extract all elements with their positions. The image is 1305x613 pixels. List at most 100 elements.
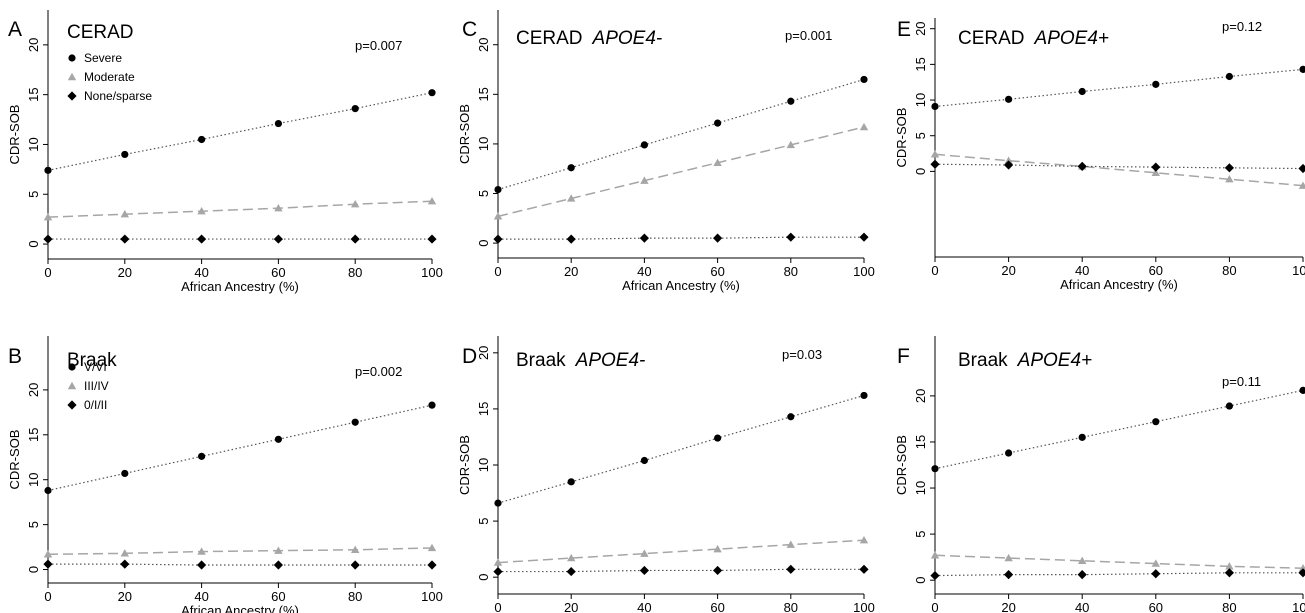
data-point [44,486,52,495]
panel-letter: E [897,18,911,41]
y-tick-label: 20 [26,383,41,397]
y-tick-label: 20 [476,37,491,51]
panel-d: DBraakAPOE4-p=0.0305101520020406080100Af… [457,336,875,613]
panel-title: Braak APOE4- [516,350,645,371]
panel-e: E CERAD APOE4+ p=0.12 0 5 10 15 20 0 20 40 60 80 100 Af… [894,18,1305,292]
panel-title: CERAD [67,22,134,43]
data-point [351,105,359,113]
legend: Severe Moderate None/sparse [67,51,152,103]
x-tick-label: 20 [118,265,132,280]
data-point [1077,570,1087,580]
series-line [498,236,864,240]
data-point [860,75,868,84]
series-line [47,200,433,218]
data-point [351,545,360,553]
data-point [350,560,360,570]
x-tick-label: 100 [853,600,875,613]
series-line [48,563,432,566]
data-point [1299,386,1305,394]
data-point [493,558,503,566]
legend-label: III/IV [84,379,109,393]
data-point [493,234,503,244]
x-tick-label: 20 [1001,263,1015,278]
data-point [786,232,796,242]
y-tick-label: 15 [913,57,928,71]
data-point [713,544,722,553]
y-tick-label: 5 [26,191,41,198]
p-value: p=0.002 [355,364,402,379]
x-tick-label: 60 [710,264,724,279]
data-point [1004,160,1014,170]
data-point [1004,156,1013,164]
y-axis-title: CDR-SOB [457,104,472,164]
series-line [934,554,1304,569]
series-circle [44,401,436,495]
y-tick-label: 0 [476,240,491,247]
series-diamond [493,564,869,577]
x-tick-label: 0 [44,589,51,604]
x-tick-label: 80 [784,600,798,613]
panel-title: CERAD APOE4- [516,28,662,49]
data-point [714,119,722,127]
data-point [1078,556,1087,565]
data-point [1299,65,1305,73]
data-point [43,559,53,569]
data-point [43,212,53,221]
data-point [1005,449,1013,457]
data-point [1152,80,1160,88]
legend-marker [67,381,77,390]
data-point [859,122,869,131]
legend-label: Severe [84,51,122,65]
data-point [44,166,52,174]
series-triangle [493,122,869,220]
panel-title-genotype: APOE4- [575,350,646,371]
data-point [713,565,723,576]
data-point [197,560,207,570]
x-tick-label: 40 [637,600,651,613]
series-line [498,568,864,573]
series-circle [931,65,1305,111]
panel-letter: D [462,345,477,368]
y-tick-label: 5 [476,190,491,197]
y-tick-label: 15 [476,402,491,416]
series-triangle [43,197,437,221]
y-tick-label: 0 [913,577,928,584]
x-tick-label: 100 [421,265,443,280]
panel-b: B Braak p=0.002 0 5 10 15 20 0 20 40 60 80 100 African… [7,336,443,613]
panel-c: C CERAD APOE4- p=0.001 0 5 10 15 20 0 20 40 60 80 100 A… [457,10,875,293]
y-tick-label: 20 [913,389,928,403]
data-point [1151,559,1160,567]
x-axis-title: African Ancestry (%) [622,278,740,293]
data-point [120,209,129,218]
data-point [120,559,130,569]
data-point [274,435,282,443]
panel-title-main: Braak [516,350,566,371]
panel-title-main: Braak [67,350,117,371]
x-tick-label: 40 [194,265,208,280]
data-point [494,499,502,507]
data-point [640,141,649,149]
panel-title: Braak [67,350,117,371]
series-line [497,126,865,218]
panel-title-genotype: APOE4- [592,28,663,49]
y-tick-label: 20 [476,346,491,360]
y-tick-label: 10 [476,137,491,151]
p-value: p=0.001 [785,28,832,43]
data-point [1224,568,1234,578]
panel-f: FBraakAPOE4+p=0.1105101520020406080100Af… [894,336,1305,613]
panel-title: CERAD APOE4+ [958,28,1109,49]
series-line [934,153,1304,187]
series-line [47,547,433,556]
data-point [1298,163,1305,174]
data-point [1078,433,1086,441]
series-line [47,404,433,492]
data-point [427,543,437,552]
data-point [1152,418,1160,426]
data-point [274,546,283,554]
x-tick-label: 60 [1149,600,1163,613]
x-tick-label: 20 [564,264,578,279]
series-circle [494,75,868,194]
data-point [350,234,360,244]
x-tick-label: 100 [853,264,875,279]
y-tick-label: 0 [26,566,41,573]
